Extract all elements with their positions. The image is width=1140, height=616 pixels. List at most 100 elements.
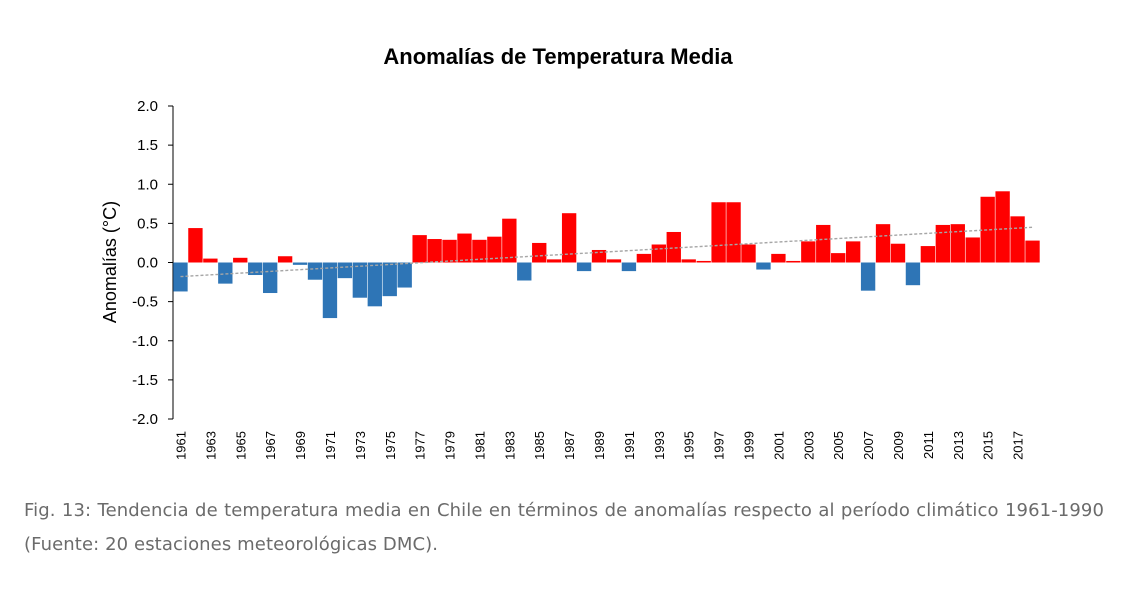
bar-2004 bbox=[816, 224, 831, 263]
y-axis: 2.0 1.5 1.0 0.5 0.0 -0.5 -1.0 -1.5 -2.0 bbox=[132, 98, 174, 428]
x-tick-label: 1967 bbox=[263, 431, 278, 460]
figure-caption: Fig. 13: Tendencia de temperatura media … bbox=[24, 500, 1104, 555]
bar-1979 bbox=[442, 239, 457, 263]
bar-1982 bbox=[487, 236, 502, 263]
y-tick-label: 2.0 bbox=[137, 98, 158, 115]
x-tick-label: 2017 bbox=[1011, 431, 1026, 460]
bar-1963 bbox=[203, 258, 218, 263]
bar-1977 bbox=[412, 235, 427, 263]
bar-1973 bbox=[352, 262, 368, 298]
bar-2010 bbox=[905, 262, 921, 286]
bar-1985 bbox=[532, 242, 547, 263]
bar-1968 bbox=[277, 256, 293, 263]
trendline bbox=[180, 226, 1033, 278]
x-tick-label: 1985 bbox=[532, 431, 547, 460]
bar-1978 bbox=[427, 239, 442, 263]
bar-1974 bbox=[367, 262, 382, 307]
bar-1987 bbox=[561, 213, 577, 263]
bar-2008 bbox=[875, 224, 891, 263]
bar-1976 bbox=[397, 262, 412, 288]
bar-1961 bbox=[173, 262, 188, 292]
bar-1990 bbox=[606, 259, 622, 263]
y-tick-label: -2.0 bbox=[132, 411, 158, 428]
bar-1965 bbox=[233, 257, 248, 263]
bar-2014 bbox=[965, 237, 980, 263]
x-tick-label: 1989 bbox=[592, 431, 607, 460]
bar-1993 bbox=[651, 244, 666, 263]
x-tick-label: 1999 bbox=[742, 431, 757, 460]
x-tick-label: 1991 bbox=[622, 431, 637, 460]
x-tick-label: 1977 bbox=[413, 431, 428, 460]
bar-2012 bbox=[935, 224, 951, 263]
x-tick-label: 1979 bbox=[443, 431, 458, 460]
y-tick-label: 1.0 bbox=[137, 176, 158, 193]
x-tick-label: 1973 bbox=[353, 431, 368, 460]
bar-1998 bbox=[726, 202, 741, 263]
x-axis: 1961 1963 1965 1967 1969 1971 1973 1975 1977 1979… bbox=[173, 431, 1026, 460]
bar-2009 bbox=[890, 243, 906, 263]
bar-1988 bbox=[576, 262, 592, 272]
bar-1991 bbox=[621, 262, 637, 272]
bar-2018 bbox=[1025, 240, 1040, 263]
bar-1967 bbox=[262, 262, 278, 294]
bar-2005 bbox=[831, 253, 846, 263]
bar-1999 bbox=[741, 244, 756, 263]
bar-1971 bbox=[322, 262, 338, 319]
bar-1996 bbox=[696, 260, 711, 263]
bar-1995 bbox=[681, 259, 696, 263]
bar-1984 bbox=[517, 262, 532, 281]
y-tick-label: -1.5 bbox=[132, 372, 158, 389]
trendline-path bbox=[180, 226, 1033, 278]
bar-1997 bbox=[711, 202, 726, 263]
x-tick-label: 2003 bbox=[801, 431, 816, 460]
bar-1986 bbox=[547, 259, 562, 263]
x-tick-label: 1993 bbox=[652, 431, 667, 460]
chart: Anomalías de Temperatura Media Anomalías… bbox=[100, 44, 1040, 460]
bar-2001 bbox=[771, 253, 786, 263]
bar-1980 bbox=[457, 233, 472, 263]
x-tick-label: 2013 bbox=[951, 431, 966, 460]
bar-1962 bbox=[188, 228, 203, 263]
y-axis-label: Anomalías (°C) bbox=[100, 201, 120, 323]
bar-1992 bbox=[636, 253, 652, 263]
bar-2011 bbox=[920, 246, 936, 263]
bar-2013 bbox=[950, 224, 965, 263]
y-tick-label: -1.0 bbox=[132, 333, 158, 350]
x-tick-label: 1997 bbox=[712, 431, 727, 460]
bar-2015 bbox=[980, 196, 995, 263]
bar-1970 bbox=[307, 262, 323, 280]
x-tick-label: 1995 bbox=[682, 431, 697, 460]
bar-2003 bbox=[801, 241, 816, 263]
bar-1966 bbox=[248, 262, 263, 276]
bar-2007 bbox=[860, 262, 876, 291]
bar-2017 bbox=[1010, 216, 1025, 263]
x-tick-label: 2009 bbox=[891, 431, 906, 460]
x-tick-label: 1963 bbox=[203, 431, 218, 460]
bar-1964 bbox=[218, 262, 233, 284]
x-tick-label: 1965 bbox=[233, 431, 248, 460]
x-tick-label: 2005 bbox=[831, 431, 846, 460]
x-tick-label: 1975 bbox=[383, 431, 398, 460]
bar-2016 bbox=[995, 191, 1010, 263]
bar-1972 bbox=[337, 262, 353, 279]
bar-2006 bbox=[845, 241, 861, 263]
x-tick-label: 2007 bbox=[861, 431, 876, 460]
x-tick-label: 2011 bbox=[921, 431, 936, 459]
bar-1981 bbox=[472, 239, 487, 263]
bar-1983 bbox=[502, 218, 517, 263]
bar-1994 bbox=[666, 231, 681, 263]
x-tick-label: 1969 bbox=[293, 431, 308, 460]
x-tick-label: 1971 bbox=[323, 431, 338, 460]
bar-1989 bbox=[591, 249, 607, 263]
x-tick-label: 1983 bbox=[502, 431, 517, 460]
x-tick-label: 2001 bbox=[771, 431, 786, 460]
y-tick-label: 1.5 bbox=[137, 137, 158, 154]
y-tick-label: 0.0 bbox=[137, 255, 158, 272]
y-tick-label: -0.5 bbox=[132, 294, 158, 311]
x-tick-label: 2015 bbox=[981, 431, 996, 460]
bar-series bbox=[173, 191, 1040, 319]
x-tick-label: 1961 bbox=[173, 431, 188, 460]
x-tick-label: 1981 bbox=[472, 431, 487, 460]
y-tick-label: 0.5 bbox=[137, 215, 158, 232]
bar-2000 bbox=[756, 262, 771, 270]
